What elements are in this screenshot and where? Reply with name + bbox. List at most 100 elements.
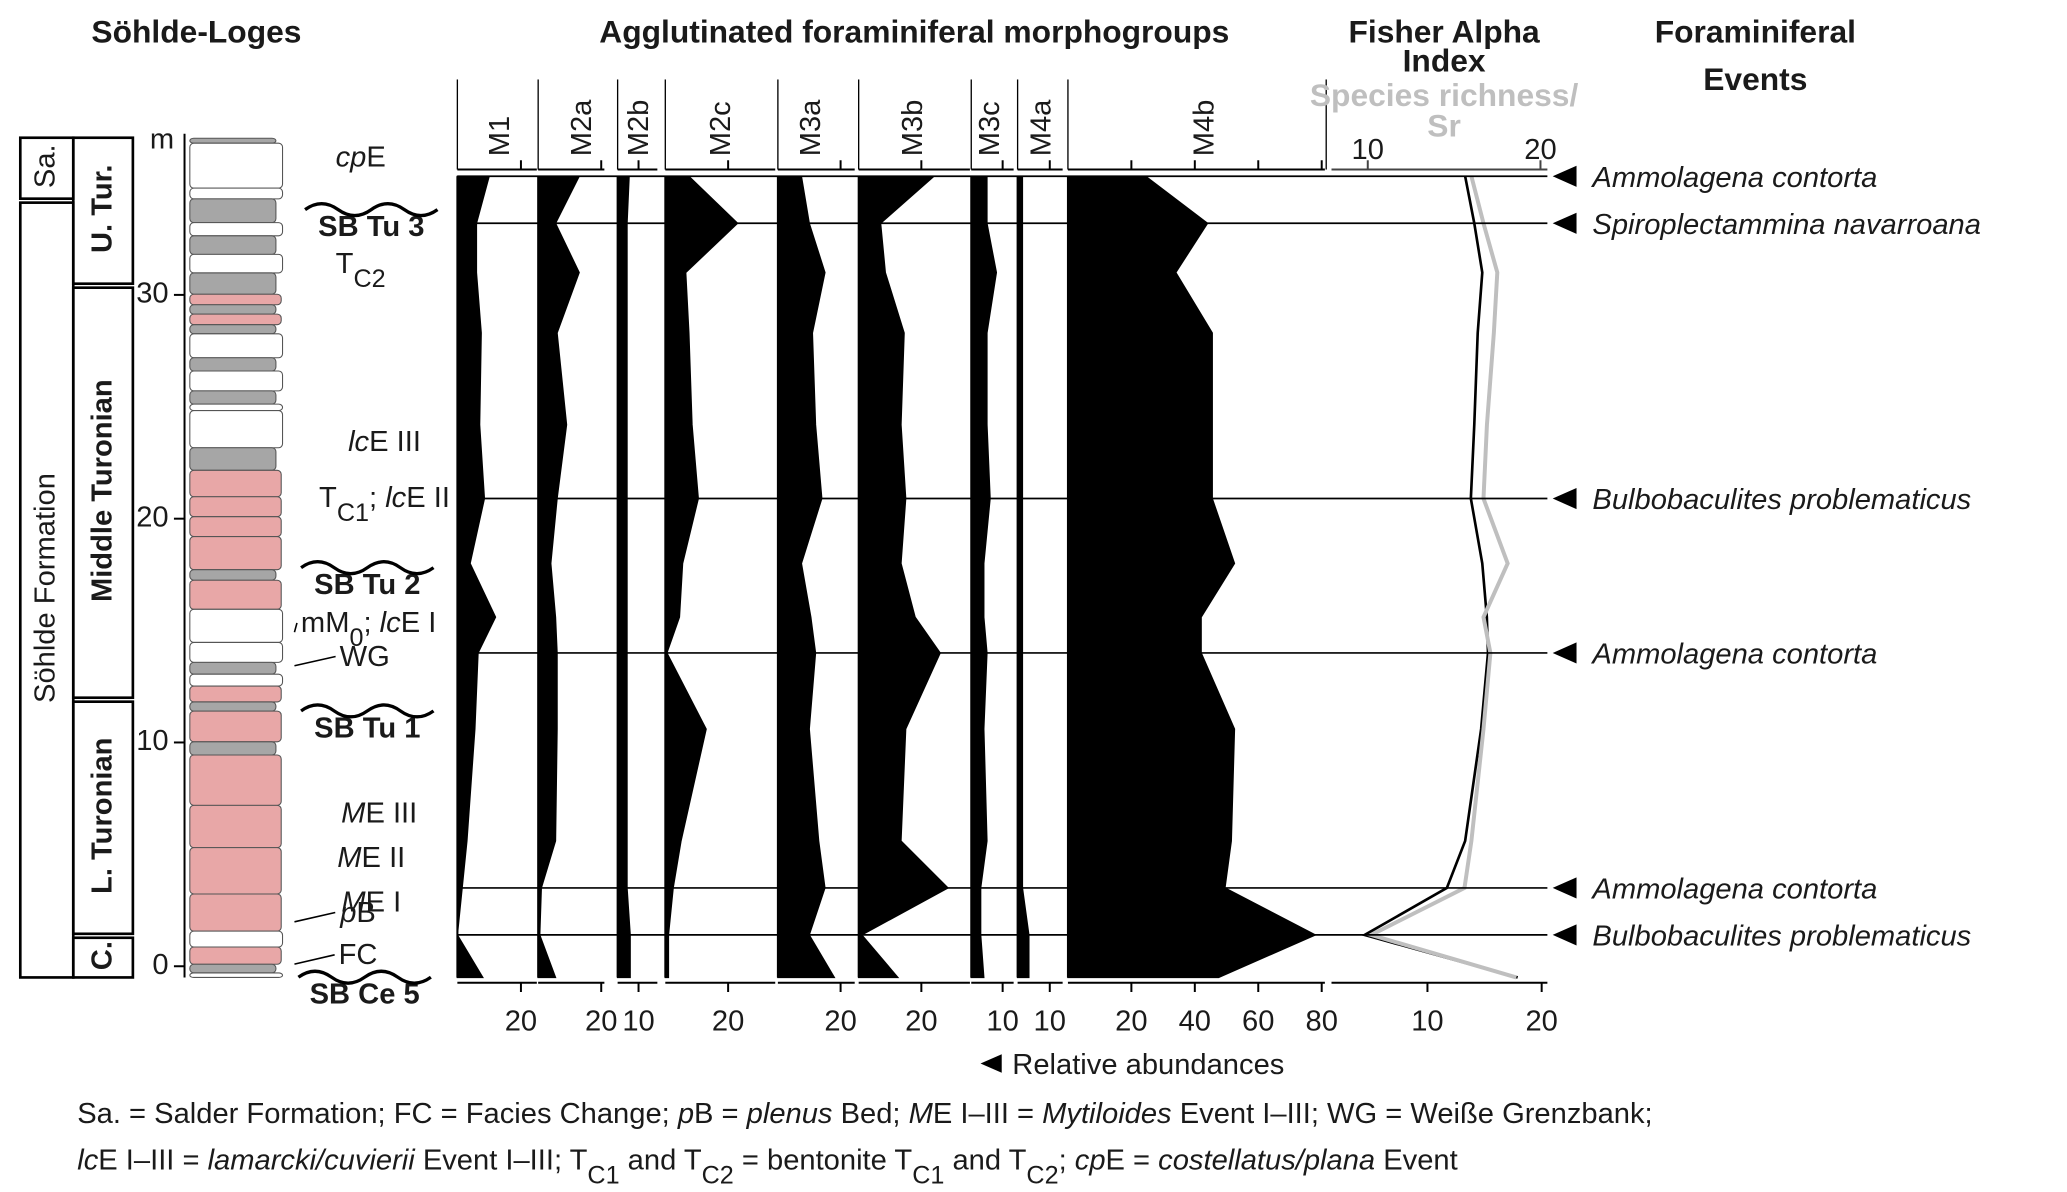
text-part: ; <box>1059 1144 1075 1176</box>
bed <box>189 754 282 806</box>
x-tick-label: 10 <box>1034 1005 1066 1037</box>
text-part: E I–III = <box>933 1098 1042 1130</box>
x-tick-label: 80 <box>1306 1005 1338 1037</box>
text-part: B = <box>694 1098 747 1130</box>
text-part: E = <box>1106 1144 1159 1176</box>
text-part: C1 <box>912 1161 944 1189</box>
event-name: Bulbobaculites problematicus <box>1592 484 1971 516</box>
stage-label: U. Tur. <box>86 165 118 253</box>
abundance-profile <box>456 175 497 979</box>
text-part: T <box>336 248 354 280</box>
panel-title: M2b <box>623 100 655 157</box>
text-part: 0 <box>349 624 363 652</box>
abundance-profile <box>537 175 581 979</box>
text-part: M <box>909 1098 934 1130</box>
panel-title: M4b <box>1188 100 1220 157</box>
leader-line <box>294 954 335 965</box>
x-tick-label: 10 <box>1352 134 1384 166</box>
bed <box>189 685 282 703</box>
x-tick-label: 60 <box>1242 1005 1274 1037</box>
morphogroups-title: Agglutinated foraminiferal morphogroups <box>599 13 1229 49</box>
stage-label: Middle Turonian <box>86 379 118 602</box>
events-title: Events <box>1703 61 1807 97</box>
text-part: M <box>341 797 366 829</box>
abundance-profile <box>777 175 836 979</box>
bed <box>189 569 277 581</box>
bed <box>189 187 284 200</box>
annotation: SB Tu 1 <box>314 712 420 744</box>
abundance-profile <box>1067 175 1317 979</box>
event-arrow <box>1552 487 1577 510</box>
annotation: SB Tu 2 <box>314 569 420 601</box>
leader-line <box>294 655 336 667</box>
bed <box>189 496 282 518</box>
abundance-profile <box>664 175 739 979</box>
text-part: E I–III = <box>98 1144 207 1176</box>
x-tick-label: 10 <box>1411 1005 1443 1037</box>
depth-tick-label: 0 <box>152 949 168 981</box>
bed <box>189 333 284 359</box>
event-name: Ammolagena contorta <box>1590 639 1877 671</box>
bed <box>189 304 277 315</box>
event-arrow <box>1552 212 1577 234</box>
bed <box>189 661 277 675</box>
panel-title: M3b <box>897 100 929 157</box>
annotation: TC2 <box>336 248 386 293</box>
text-part: Event <box>1375 1144 1458 1176</box>
annotation: cpE <box>336 142 386 174</box>
bed <box>189 198 277 224</box>
text-part: T <box>319 482 337 514</box>
annotation: FC <box>339 939 378 971</box>
depth-tick-label: 20 <box>136 501 168 533</box>
event-arrow <box>1552 165 1577 187</box>
x-tick-label: 20 <box>905 1005 937 1037</box>
stage-label: L. Turonian <box>86 738 118 894</box>
x-tick-label: 20 <box>1115 1005 1147 1037</box>
stage-box <box>71 286 135 700</box>
text-part: mM <box>301 607 350 639</box>
text-part: lc <box>348 426 369 458</box>
event-name: Ammolagena contorta <box>1590 874 1877 906</box>
bed <box>189 741 277 756</box>
bed <box>189 469 282 498</box>
stage-box <box>71 136 135 286</box>
text-part: = bentonite T <box>734 1144 913 1176</box>
text-part: M <box>341 886 366 918</box>
bed <box>189 701 277 712</box>
text-part: costellatus/plana <box>1158 1144 1375 1176</box>
bed <box>189 410 284 449</box>
diversity-line <box>1361 176 1519 979</box>
text-part: SB Ce 5 <box>310 979 420 1011</box>
bed <box>189 516 282 538</box>
leader-line <box>294 911 336 923</box>
text-part: cp <box>336 142 367 174</box>
abundance-profile <box>1016 175 1030 979</box>
text-part: plenus <box>746 1098 833 1130</box>
formation-label: Sa. <box>29 144 61 188</box>
text-part: ; <box>369 482 385 514</box>
abundance-profile <box>858 175 950 979</box>
event-name: Bulbobaculites problematicus <box>1592 921 1971 953</box>
text-part: C1 <box>337 499 369 527</box>
text-part: SB Tu 3 <box>318 211 424 243</box>
bed <box>189 946 282 965</box>
bed <box>189 222 284 237</box>
text-part: Bed; <box>832 1098 908 1130</box>
text-part: C1 <box>587 1161 619 1189</box>
text-part: Mytiloides <box>1042 1098 1171 1130</box>
footnote: lcE I–III = lamarcki/cuvierii Event I–II… <box>77 1144 1457 1189</box>
text-part: lc <box>380 607 401 639</box>
bed <box>189 324 277 335</box>
x-tick-label: 10 <box>622 1005 654 1037</box>
text-part: and T <box>620 1144 702 1176</box>
bed <box>189 370 284 392</box>
text-part: lc <box>385 482 406 514</box>
text-part: E II <box>406 482 450 514</box>
bed <box>189 847 282 895</box>
text-part: lamarcki/cuvierii <box>208 1144 417 1176</box>
bed <box>189 253 284 274</box>
bed <box>189 893 282 932</box>
bed <box>189 293 282 306</box>
abundance-profile <box>616 175 631 979</box>
bed <box>189 447 277 471</box>
